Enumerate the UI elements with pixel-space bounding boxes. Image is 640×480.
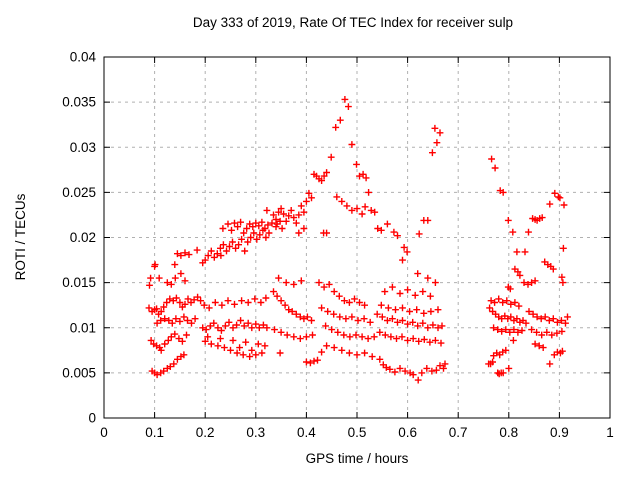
y-tick-label: 0.02 [70,230,96,245]
x-tick-label: 0.3 [246,425,265,440]
y-tick-label: 0 [88,411,96,426]
data-points [145,96,571,384]
x-tick-label: 0 [100,425,108,440]
x-tick-label: 0.2 [196,425,215,440]
x-tick-label: 0.1 [145,425,164,440]
y-tick-label: 0.015 [62,275,96,290]
chart-title: Day 333 of 2019, Rate Of TEC Index for r… [193,15,513,30]
y-tick-label: 0.03 [70,140,96,155]
axes-and-ticks [103,56,611,419]
x-tick-label: 0.5 [348,425,367,440]
y-tick-label: 0.01 [70,320,96,335]
y-axis-label: ROTI / TECUs [13,193,28,280]
y-tick-label: 0.04 [70,50,97,65]
x-tick-label: 1 [606,425,614,440]
x-axis-label: GPS time / hours [306,451,409,466]
y-tick-label: 0.025 [62,185,96,200]
grid-lines [104,57,610,418]
x-tick-label: 0.8 [499,425,518,440]
x-tick-label: 0.4 [297,425,316,440]
x-tick-label: 0.6 [398,425,417,440]
x-tick-label: 0.7 [449,425,468,440]
x-tick-label: 0.9 [550,425,569,440]
tick-labels: 0 0.1 0.2 0.3 0.4 0.5 0.6 0.7 0.8 0.9 1 0 0.005 0.01 0… [62,50,614,441]
y-tick-label: 0.005 [62,365,96,380]
y-tick-label: 0.035 [62,95,96,110]
